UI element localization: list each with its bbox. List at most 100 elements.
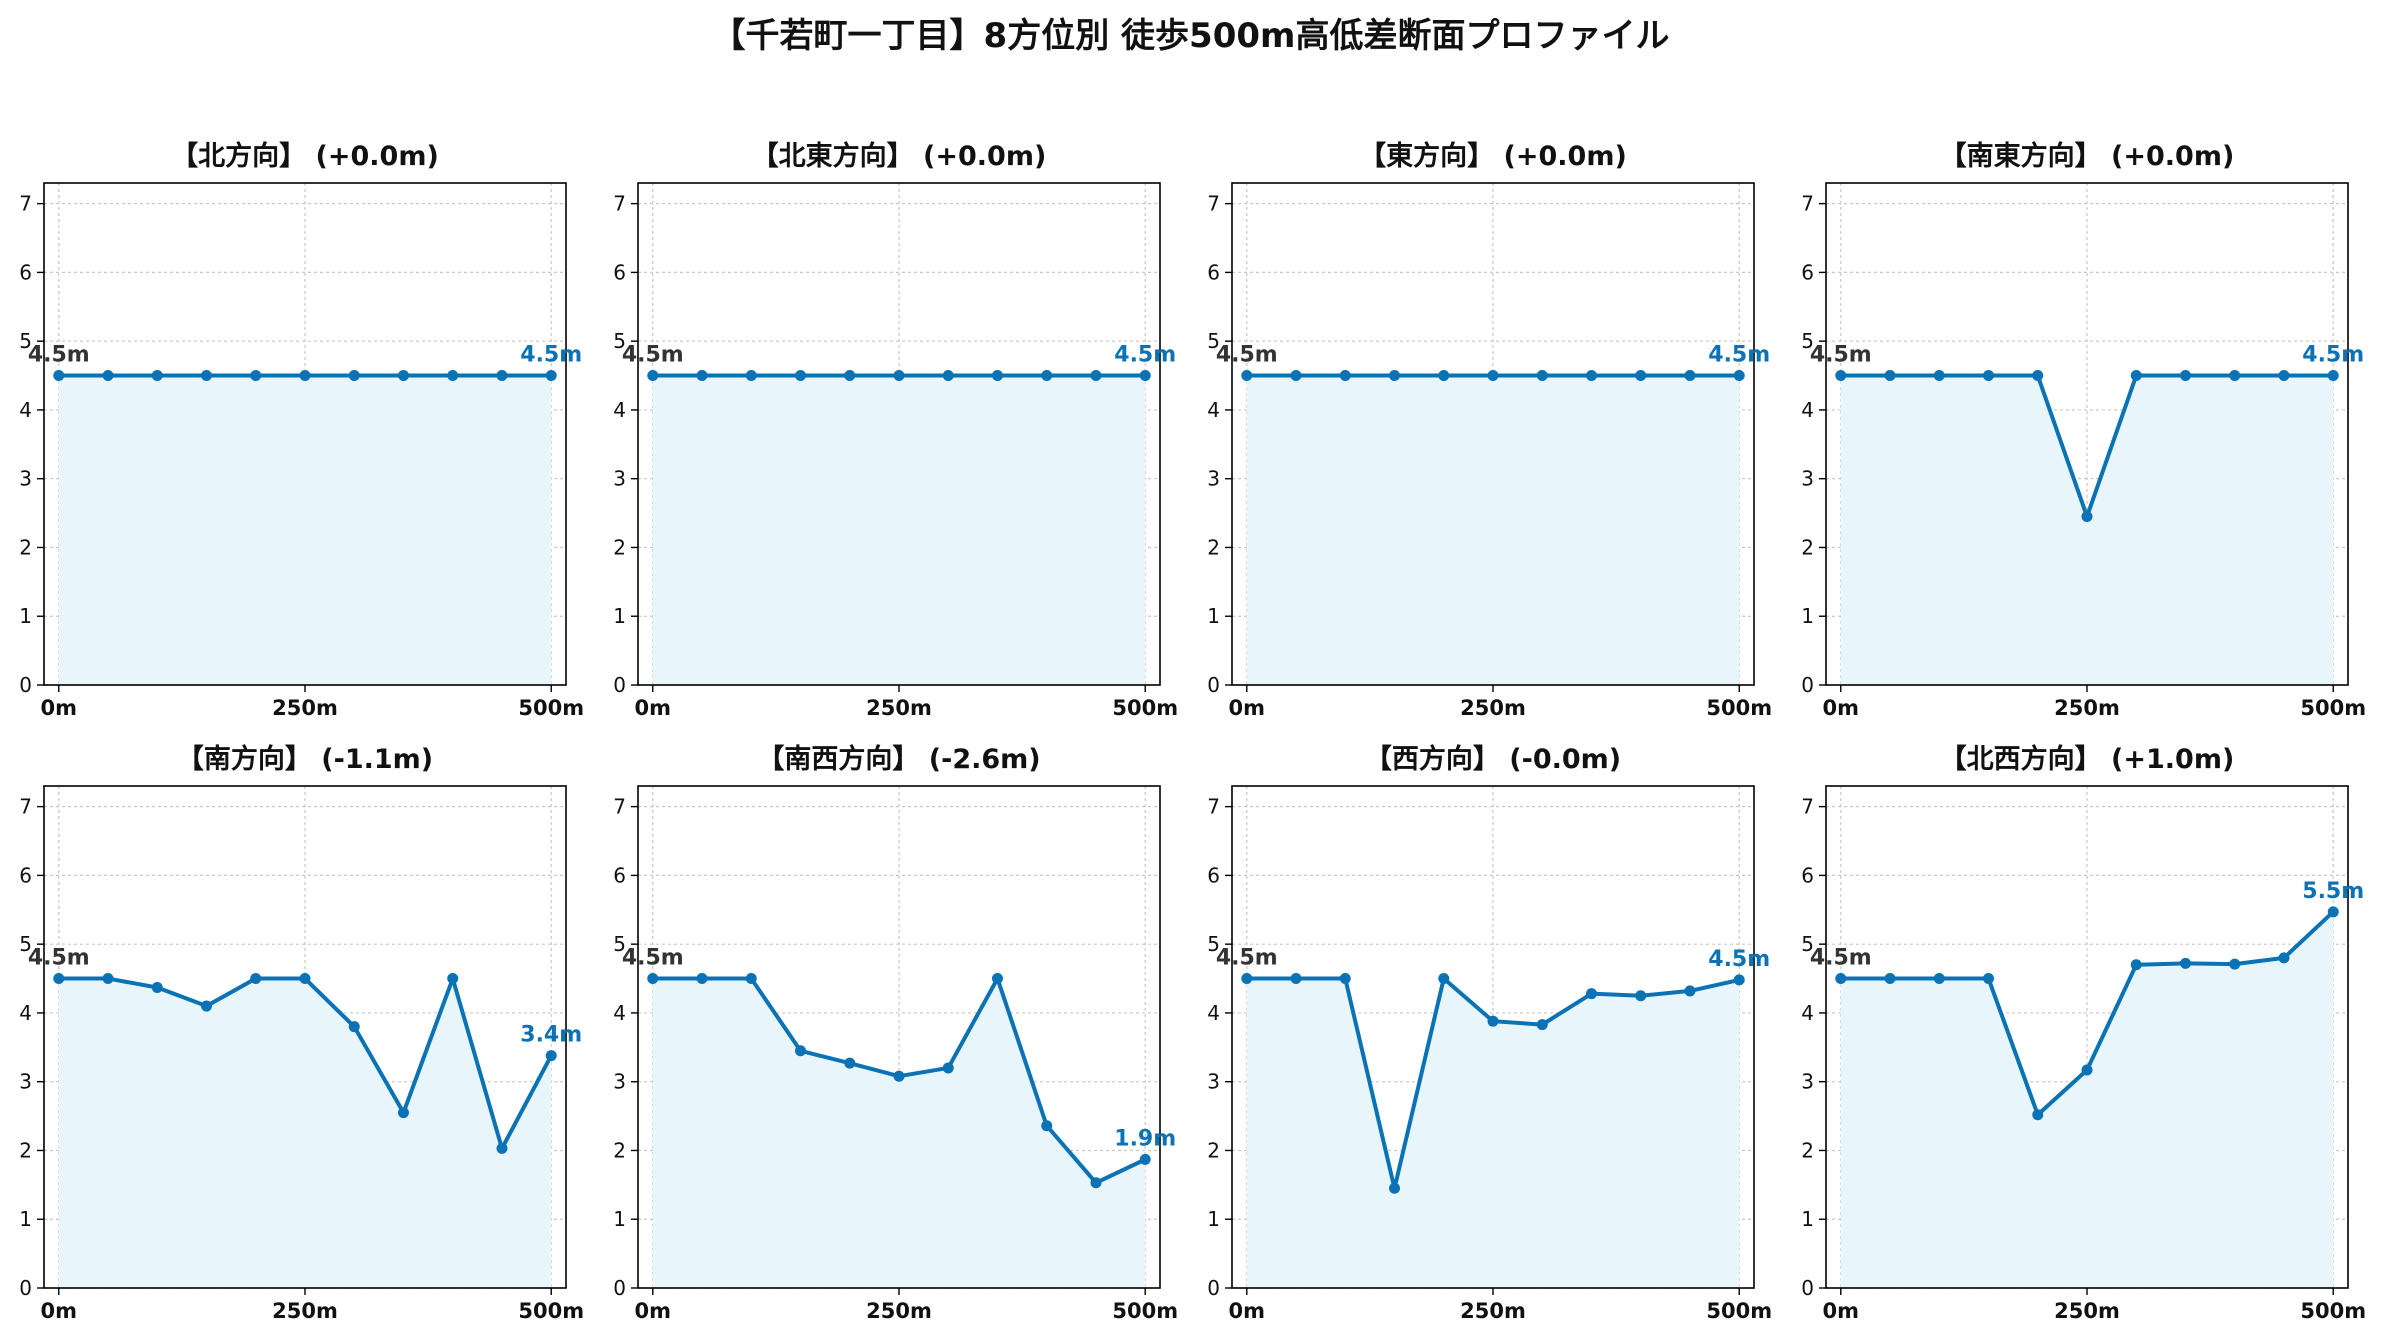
- elevation-area: [652, 978, 1146, 1288]
- data-point: [348, 370, 360, 382]
- x-tick-label: 500m: [1706, 696, 1772, 720]
- y-tick-label: 5: [19, 932, 32, 956]
- data-point: [1635, 370, 1647, 382]
- y-tick-label: 0: [1801, 673, 1814, 697]
- data-point: [201, 1000, 213, 1012]
- subplot-5: 【南方向】 (-1.1m) 0 1 2 3 4 5 6 7 0m 250m 500m 4.5m 3.4m: [19, 743, 584, 1323]
- data-point: [1241, 370, 1253, 382]
- y-tick-label: 0: [1801, 1276, 1814, 1300]
- x-tick-label: 250m: [272, 696, 338, 720]
- data-point: [2179, 370, 2191, 382]
- data-point: [2032, 370, 2044, 382]
- data-point: [1635, 990, 1647, 1002]
- data-point: [545, 1050, 557, 1062]
- x-tick-label: 250m: [866, 696, 932, 720]
- y-tick-label: 3: [1207, 467, 1220, 491]
- x-tick-label: 250m: [1460, 1299, 1526, 1323]
- data-point: [991, 370, 1003, 382]
- data-point: [250, 370, 262, 382]
- data-point: [1684, 370, 1696, 382]
- data-point: [1041, 1120, 1053, 1132]
- data-point: [1835, 973, 1847, 985]
- y-tick-label: 5: [613, 329, 626, 353]
- start-elevation-label: 4.5m: [1216, 343, 1278, 368]
- subplot-title: 【南方向】 (-1.1m): [177, 743, 433, 775]
- end-elevation-label: 3.4m: [520, 1023, 582, 1048]
- y-tick-label: 1: [19, 604, 32, 628]
- y-tick-label: 7: [613, 192, 626, 216]
- x-tick-label: 0m: [1823, 696, 1860, 720]
- data-point: [1585, 988, 1597, 1000]
- y-tick-label: 2: [1207, 535, 1220, 559]
- data-point: [102, 370, 114, 382]
- data-point: [2179, 957, 2191, 969]
- data-point: [844, 370, 856, 382]
- y-tick-label: 7: [1801, 192, 1814, 216]
- y-tick-label: 7: [613, 795, 626, 819]
- data-point: [151, 981, 163, 993]
- data-point: [2032, 1109, 2044, 1121]
- data-point: [447, 973, 459, 985]
- y-tick-label: 3: [1801, 1070, 1814, 1094]
- y-tick-label: 2: [613, 535, 626, 559]
- subplot-title: 【南西方向】 (-2.6m): [757, 743, 1040, 775]
- data-point: [53, 370, 65, 382]
- y-tick-label: 0: [1207, 1276, 1220, 1300]
- y-tick-label: 1: [613, 1207, 626, 1231]
- y-tick-label: 6: [1801, 863, 1814, 887]
- y-tick-label: 3: [1801, 467, 1814, 491]
- y-tick-label: 2: [1801, 1138, 1814, 1162]
- data-point: [102, 973, 114, 985]
- data-point: [1389, 370, 1401, 382]
- x-tick-label: 0m: [1823, 1299, 1860, 1323]
- x-tick-label: 500m: [2300, 1299, 2366, 1323]
- data-point: [647, 973, 659, 985]
- subplot-7: 【西方向】 (-0.0m) 0 1 2 3 4 5 6 7 0m 250m 500m 4.5m 4.5m: [1207, 743, 1772, 1323]
- y-tick-label: 6: [1207, 260, 1220, 284]
- y-tick-label: 2: [1801, 535, 1814, 559]
- data-point: [893, 1070, 905, 1082]
- start-elevation-label: 4.5m: [1810, 946, 1872, 971]
- y-tick-label: 4: [19, 398, 32, 422]
- data-point: [545, 370, 557, 382]
- end-elevation-label: 4.5m: [520, 343, 582, 368]
- data-point: [1884, 370, 1896, 382]
- data-point: [844, 1057, 856, 1069]
- x-tick-label: 250m: [2054, 696, 2120, 720]
- end-elevation-label: 5.5m: [2302, 879, 2364, 904]
- data-point: [2229, 958, 2241, 970]
- data-point: [1983, 370, 1995, 382]
- y-tick-label: 4: [1801, 398, 1814, 422]
- data-point: [2081, 511, 2093, 523]
- subplot-title: 【北方向】 (+0.0m): [171, 140, 439, 172]
- y-tick-label: 5: [613, 932, 626, 956]
- y-tick-label: 2: [19, 535, 32, 559]
- data-point: [1339, 973, 1351, 985]
- data-point: [299, 973, 311, 985]
- x-tick-label: 500m: [518, 696, 584, 720]
- y-tick-label: 7: [19, 795, 32, 819]
- y-tick-label: 0: [19, 1276, 32, 1300]
- y-tick-label: 0: [613, 673, 626, 697]
- data-point: [2130, 959, 2142, 971]
- y-tick-label: 4: [613, 398, 626, 422]
- y-tick-label: 7: [1207, 795, 1220, 819]
- data-point: [1339, 370, 1351, 382]
- data-point: [1684, 985, 1696, 997]
- y-tick-label: 1: [1207, 1207, 1220, 1231]
- data-point: [942, 1062, 954, 1074]
- x-tick-label: 0m: [635, 1299, 672, 1323]
- y-tick-label: 2: [19, 1138, 32, 1162]
- x-tick-label: 250m: [2054, 1299, 2120, 1323]
- data-point: [1241, 973, 1253, 985]
- elevation-area: [58, 375, 552, 685]
- data-point: [348, 1021, 360, 1033]
- data-point: [1983, 973, 1995, 985]
- y-tick-label: 5: [1801, 932, 1814, 956]
- start-elevation-label: 4.5m: [622, 343, 684, 368]
- y-tick-label: 4: [19, 1001, 32, 1025]
- subplot-title: 【南東方向】 (+0.0m): [1940, 140, 2235, 172]
- data-point: [1090, 370, 1102, 382]
- data-point: [1090, 1177, 1102, 1189]
